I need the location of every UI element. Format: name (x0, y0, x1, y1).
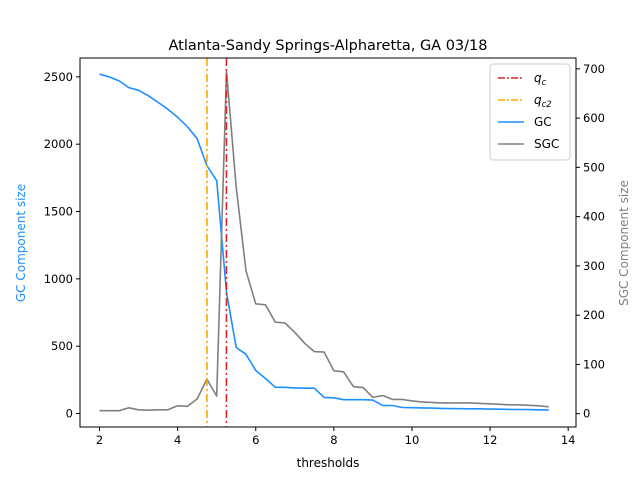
series-layer (99, 70, 549, 412)
x-axis-label: thresholds (297, 456, 360, 470)
legend-label-gc: GC (534, 115, 552, 129)
y-axis-left-label: GC Component size (14, 184, 28, 302)
x-tick-label: 6 (252, 433, 259, 447)
x-tick-label: 4 (174, 433, 181, 447)
y-right-tick-label: 500 (583, 160, 605, 174)
legend-label-sgc: SGC (534, 137, 559, 151)
series-line-gc (99, 73, 549, 411)
legend-label-qc: qc (534, 71, 547, 88)
y-axis-right-label: SGC Component size (617, 180, 631, 306)
x-tick-label: 2 (96, 433, 103, 447)
x-tick-label: 12 (483, 433, 498, 447)
y-right-tick-label: 400 (583, 210, 605, 224)
legend: qc qc2 GC SGC (489, 63, 571, 161)
y-right-tick-label: 600 (583, 111, 605, 125)
y-left-tick-label: 2500 (44, 70, 73, 84)
series-line-sgc (99, 70, 549, 412)
y-axis-right: 0 100 200 300 400 500 600 700 (576, 62, 605, 421)
plot-frame (79, 57, 577, 428)
y-left-tick-label: 500 (51, 339, 73, 353)
y-left-tick-label: 0 (66, 407, 73, 421)
vline-layer (206, 58, 228, 427)
y-axis-left: 0 500 1000 1500 2000 2500 (44, 70, 80, 421)
y-right-tick-label: 100 (583, 357, 605, 371)
y-left-tick-label: 1000 (44, 272, 73, 286)
y-right-tick-label: 700 (583, 62, 605, 76)
y-left-tick-label: 2000 (44, 137, 73, 151)
y-right-tick-label: 200 (583, 308, 605, 322)
y-right-tick-label: 0 (583, 407, 590, 421)
y-left-tick-label: 1500 (44, 205, 73, 219)
y-right-tick-label: 300 (583, 259, 605, 273)
legend-box (489, 63, 571, 161)
x-axis: 2 4 6 8 10 12 14 (96, 427, 576, 447)
x-tick-label: 10 (405, 433, 420, 447)
x-tick-label: 14 (561, 433, 576, 447)
x-tick-label: 8 (330, 433, 337, 447)
chart-title: Atlanta-Sandy Springs-Alpharetta, GA 03/… (168, 38, 487, 54)
legend-label-qc2: qc2 (534, 93, 552, 110)
